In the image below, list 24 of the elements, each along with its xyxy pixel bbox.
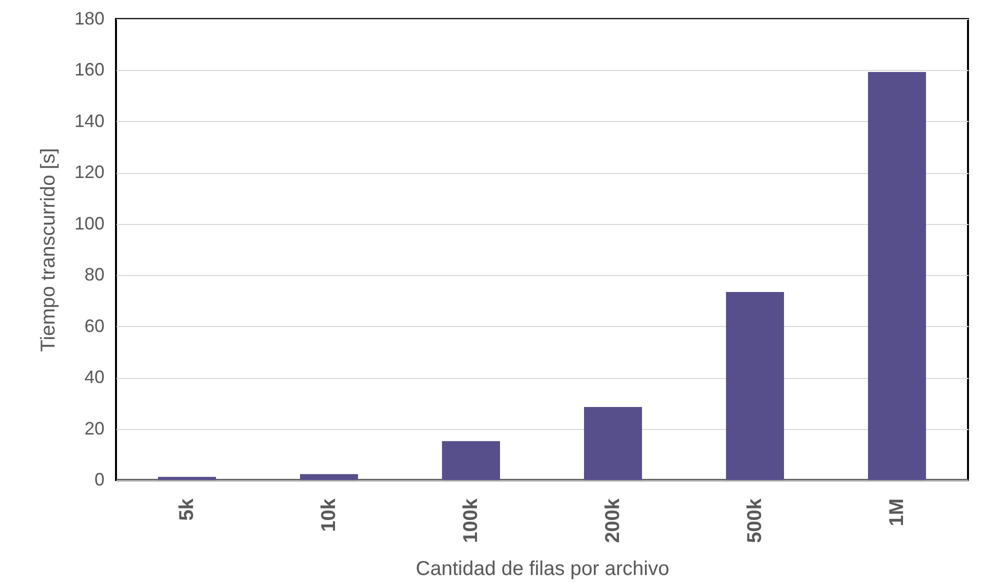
y-tick-label: 80 [84, 264, 104, 285]
x-tick-label: 100k [460, 498, 482, 543]
bar [442, 441, 500, 480]
y-axis-title: Tiempo transcurrido [s] [37, 148, 60, 352]
bar [158, 476, 216, 480]
y-tick-label: 160 [74, 60, 104, 80]
bar [300, 474, 358, 480]
y-tick-label: 120 [74, 162, 104, 182]
y-tick-label: 40 [84, 367, 104, 388]
y-tick-label: 20 [84, 418, 104, 438]
y-tick-label: 100 [74, 213, 104, 234]
y-tick-label: 140 [74, 110, 104, 131]
x-tick-label: 200k [602, 498, 624, 543]
x-tick-label: 1M [886, 498, 908, 526]
x-axis-title: Cantidad de filas por archivo [416, 558, 670, 580]
x-tick-label: 5k [176, 498, 198, 521]
y-tick-label: 180 [74, 8, 104, 28]
y-tick-label: 0 [94, 470, 104, 490]
x-tick-label: 500k [744, 498, 766, 543]
bar [726, 292, 784, 480]
x-tick-label: 10k [318, 498, 340, 532]
y-tick-label: 60 [84, 316, 104, 336]
bar [868, 72, 926, 480]
bar [584, 407, 642, 480]
